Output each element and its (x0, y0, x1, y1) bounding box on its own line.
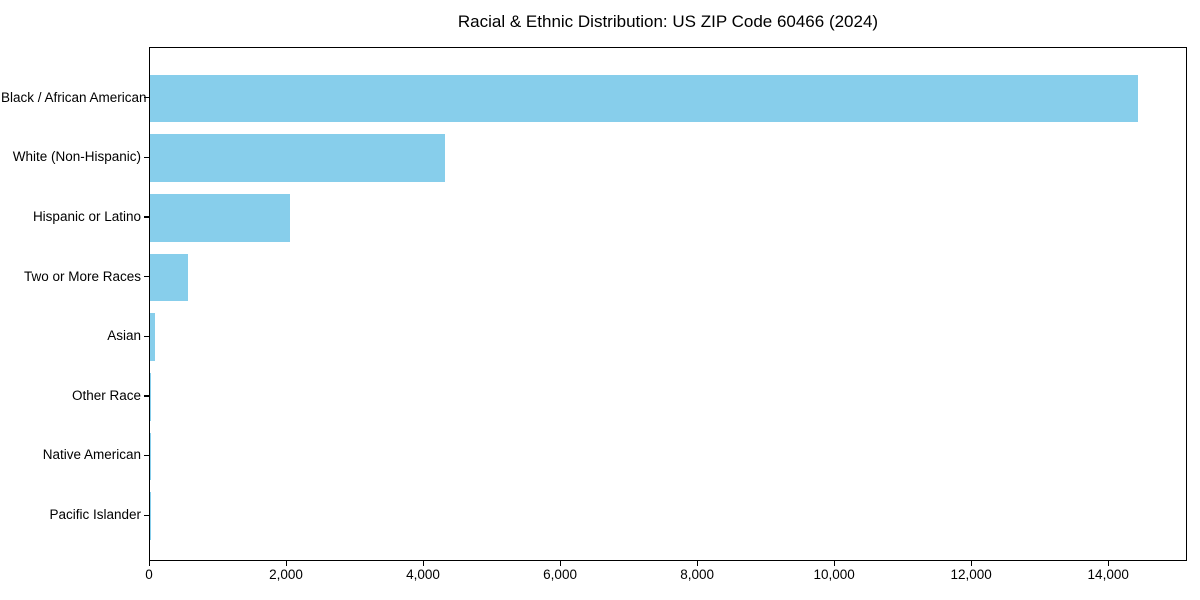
y-axis-label: Asian (107, 328, 141, 344)
y-tick-mark (144, 156, 149, 159)
x-tick-mark (833, 561, 835, 566)
x-tick-mark (1107, 561, 1109, 566)
x-tick-mark (696, 561, 698, 566)
bar (150, 372, 152, 421)
y-axis-label: Pacific Islander (49, 507, 141, 523)
x-tick-mark (285, 561, 287, 566)
x-tick-label: 14,000 (1087, 567, 1129, 582)
x-tick-label: 2,000 (269, 567, 303, 582)
y-axis-label: Two or More Races (23, 268, 141, 284)
bar (150, 134, 445, 183)
plot-area (149, 47, 1187, 561)
bar (150, 313, 155, 361)
x-tick-label: 0 (145, 567, 153, 582)
y-axis-label: Native American (42, 447, 141, 463)
x-tick-label: 6,000 (543, 567, 577, 582)
x-tick-mark (970, 561, 972, 566)
bar (150, 194, 290, 242)
y-axis-label: Other Race (71, 387, 141, 403)
y-tick-mark (144, 97, 149, 99)
y-axis-label: Hispanic or Latino (32, 208, 141, 224)
bar (150, 253, 189, 302)
x-tick-mark (148, 561, 150, 566)
y-tick-mark (144, 335, 149, 337)
bar (150, 432, 151, 481)
y-axis-label: Black / African American (1, 89, 147, 105)
y-tick-mark (144, 514, 149, 516)
y-axis-label: White (Non-Hispanic) (12, 149, 141, 165)
x-tick-label: 4,000 (406, 567, 440, 582)
x-tick-mark (559, 561, 561, 566)
bar (150, 74, 1138, 123)
chart-title: Racial & Ethnic Distribution: US ZIP Cod… (457, 12, 879, 31)
x-tick-label: 10,000 (813, 567, 855, 582)
x-tick-mark (422, 561, 424, 566)
y-tick-mark (144, 395, 149, 397)
x-tick-label: 12,000 (950, 567, 992, 582)
y-tick-mark (144, 276, 149, 278)
y-tick-mark (144, 216, 149, 218)
y-tick-mark (144, 454, 149, 457)
x-tick-label: 8,000 (680, 567, 714, 582)
